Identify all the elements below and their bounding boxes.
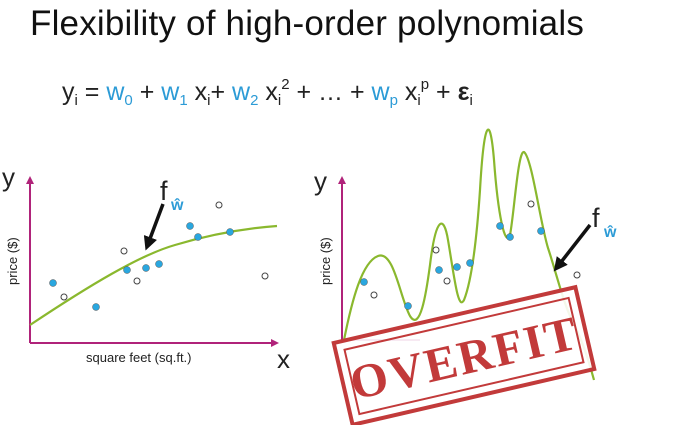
data-point (155, 260, 163, 268)
data-point (60, 293, 68, 301)
data-point (506, 233, 514, 241)
overfit-stamp: OVERFIT (331, 284, 597, 425)
data-point (527, 200, 535, 208)
left-fit-arrow (143, 203, 165, 251)
slide-title: Flexibility of high-order polynomials (30, 4, 585, 43)
right-y-label: price ($) (318, 237, 333, 285)
left-x-axis-letter: x (277, 344, 290, 374)
data-point (537, 227, 545, 235)
data-point (133, 277, 141, 285)
right-y-axis-letter: y (314, 166, 327, 196)
left-fit-curve (29, 224, 278, 326)
right-fit-label-sub: ŵ (603, 224, 617, 241)
data-point (453, 263, 461, 271)
data-point (360, 278, 368, 286)
data-point (123, 266, 131, 274)
data-point (404, 302, 412, 310)
data-point (432, 246, 440, 254)
data-point (466, 259, 474, 267)
right-fit-arrow (553, 223, 592, 272)
data-point (186, 222, 194, 230)
data-point (142, 264, 150, 272)
data-point (215, 201, 223, 209)
left-y-axis-letter: y (2, 162, 15, 192)
left-y-label: price ($) (5, 237, 20, 285)
stamp-border (331, 284, 597, 425)
data-point (370, 291, 378, 299)
data-point (226, 228, 234, 236)
left-fit-label: f (160, 176, 168, 206)
stamp-inner-border (343, 296, 585, 416)
left-fit-label-sub: ŵ (170, 197, 184, 214)
left-data-points (49, 201, 269, 311)
data-point (443, 277, 451, 285)
left-plot: y x price ($) square feet (sq.ft.) f ŵ (2, 162, 290, 374)
data-point (435, 266, 443, 274)
data-point (194, 233, 202, 241)
right-fit-label: f (592, 203, 600, 233)
polynomial-equation: yi = w0 + w1 xi+ w2 xi2 + … + wp xip + ε… (62, 76, 473, 109)
data-point (49, 279, 57, 287)
data-point (496, 222, 504, 230)
right-fit-curve (342, 128, 596, 381)
data-point (92, 303, 100, 311)
data-point (573, 271, 581, 279)
right-data-points (360, 200, 581, 310)
left-x-label: square feet (sq.ft.) (86, 350, 192, 365)
data-point (261, 272, 269, 280)
data-point (120, 247, 128, 255)
